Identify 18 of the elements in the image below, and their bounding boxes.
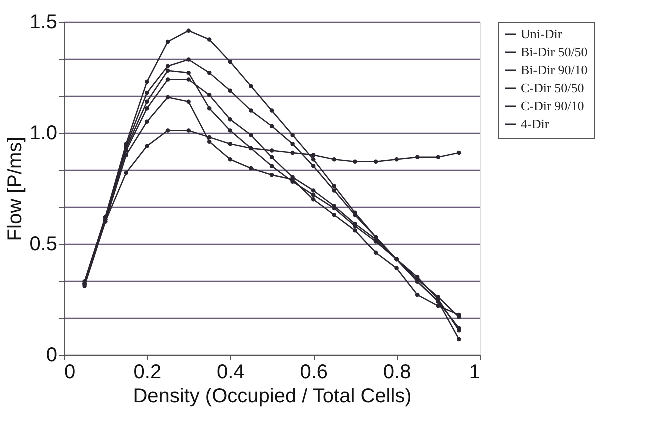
x-tick-label: 0.2 [134, 362, 162, 384]
legend-label: Uni-Dir [521, 26, 563, 42]
y-tick-label: 1.0 [30, 122, 58, 144]
x-tick-label: 0.6 [300, 362, 328, 384]
x-tick-label: 0 [64, 362, 76, 384]
x-tick-label: 0.4 [216, 362, 245, 384]
y-axis-title: Flow [P/ms] [4, 136, 27, 242]
legend-label: 4-Dir [521, 116, 550, 132]
x-tick-label: 0.8 [383, 362, 412, 384]
x-axis-title: Density (Occupied / Total Cells) [133, 386, 412, 408]
legend-label: C-Dir 90/10 [521, 98, 584, 114]
legend-label: Bi-Dir 90/10 [521, 62, 588, 78]
y-tick-label: 1.5 [30, 12, 58, 34]
legend-label: C-Dir 50/50 [521, 80, 584, 96]
y-tick-label: 0 [46, 344, 58, 366]
y-tick-label: 0.5 [30, 234, 58, 256]
legend-label: Bi-Dir 50/50 [521, 44, 588, 60]
x-tick-label: 1 [469, 362, 480, 384]
